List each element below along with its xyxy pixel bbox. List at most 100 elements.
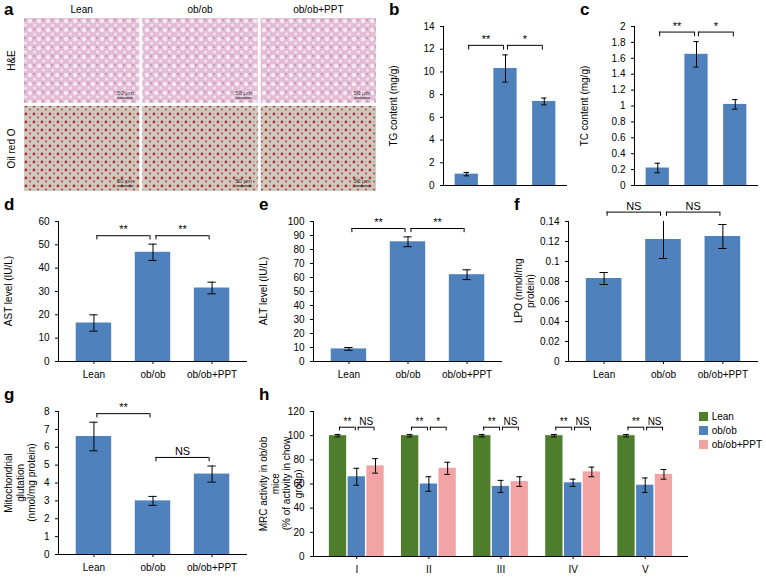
svg-text:0.04: 0.04 (540, 316, 560, 327)
svg-text:H&E: H&E (6, 50, 17, 71)
svg-text:6: 6 (429, 112, 435, 123)
svg-text:NS: NS (576, 416, 590, 427)
svg-text:70: 70 (293, 258, 305, 269)
svg-text:0: 0 (299, 356, 305, 367)
svg-text:1.4: 1.4 (612, 68, 626, 79)
svg-text:50 μm: 50 μm (235, 90, 252, 96)
svg-text:60: 60 (293, 272, 305, 283)
svg-text:12: 12 (423, 43, 435, 54)
svg-text:0: 0 (620, 180, 626, 191)
svg-text:**: ** (433, 216, 442, 228)
svg-text:2: 2 (429, 157, 435, 168)
svg-text:**: ** (673, 20, 682, 32)
svg-text:**: ** (178, 223, 187, 235)
svg-text:**: ** (119, 223, 128, 235)
svg-text:0: 0 (44, 356, 50, 367)
svg-text:60: 60 (38, 216, 50, 227)
svg-text:0: 0 (429, 180, 435, 191)
svg-text:100: 100 (288, 216, 305, 227)
svg-text:**: ** (343, 416, 351, 427)
svg-text:Oil red O: Oil red O (6, 128, 17, 168)
svg-text:**: ** (560, 416, 568, 427)
svg-text:0.6: 0.6 (612, 132, 626, 143)
svg-text:**: ** (416, 416, 424, 427)
svg-text:0.2: 0.2 (612, 164, 626, 175)
svg-text:50 μm: 50 μm (354, 90, 371, 96)
svg-text:0.4: 0.4 (612, 148, 626, 159)
svg-text:50 μm: 50 μm (354, 178, 371, 184)
svg-text:NS: NS (175, 445, 190, 457)
svg-text:1: 1 (620, 100, 626, 111)
svg-text:2: 2 (620, 21, 626, 32)
svg-text:20: 20 (293, 527, 305, 538)
svg-text:10: 10 (423, 66, 435, 77)
svg-text:10: 10 (293, 342, 305, 353)
svg-text:30: 30 (293, 314, 305, 325)
svg-text:6: 6 (44, 441, 50, 452)
svg-text:0.14: 0.14 (540, 216, 560, 227)
svg-text:ob/ob: ob/ob (187, 4, 212, 15)
svg-text:40: 40 (293, 502, 305, 513)
svg-text:**: ** (632, 416, 640, 427)
svg-text:NS: NS (503, 416, 517, 427)
svg-text:ob/ob+PPT: ob/ob+PPT (187, 562, 237, 573)
svg-text:1.6: 1.6 (612, 53, 626, 64)
svg-text:**: ** (119, 401, 128, 413)
svg-text:ob/ob+PPT: ob/ob+PPT (187, 369, 237, 380)
svg-text:Lean: Lean (71, 4, 93, 15)
svg-text:2: 2 (44, 513, 50, 524)
svg-text:10: 10 (38, 332, 50, 343)
svg-text:Lean: Lean (83, 562, 105, 573)
svg-text:**: ** (488, 416, 496, 427)
svg-text:120: 120 (288, 406, 305, 417)
svg-text:14: 14 (423, 21, 435, 32)
svg-text:40: 40 (293, 300, 305, 311)
svg-text:Lean: Lean (593, 369, 615, 380)
svg-text:NS: NS (626, 200, 641, 212)
svg-text:*: * (523, 33, 528, 45)
svg-text:5: 5 (44, 459, 50, 470)
svg-text:1.2: 1.2 (612, 84, 626, 95)
svg-text:ob/ob+PPT: ob/ob+PPT (698, 369, 748, 380)
svg-text:50 μm: 50 μm (117, 178, 134, 184)
svg-text:20: 20 (293, 328, 305, 339)
svg-text:ob/ob: ob/ob (140, 562, 165, 573)
svg-text:*: * (436, 416, 440, 427)
svg-text:0.8: 0.8 (612, 116, 626, 127)
svg-text:8: 8 (44, 406, 50, 417)
svg-text:0: 0 (299, 551, 305, 562)
svg-text:*: * (714, 20, 719, 32)
svg-text:I: I (355, 564, 358, 575)
svg-text:80: 80 (293, 244, 305, 255)
svg-text:1.8: 1.8 (612, 37, 626, 48)
svg-text:NS: NS (359, 416, 373, 427)
svg-text:Lean: Lean (338, 369, 360, 380)
svg-text:0.12: 0.12 (540, 236, 560, 247)
svg-text:ob/ob: ob/ob (395, 369, 420, 380)
svg-text:V: V (642, 564, 649, 575)
svg-text:7: 7 (44, 424, 50, 435)
svg-text:ob/ob: ob/ob (651, 369, 676, 380)
svg-text:50 μm: 50 μm (235, 178, 252, 184)
svg-text:40: 40 (38, 262, 50, 273)
svg-text:NS: NS (686, 200, 701, 212)
svg-text:50: 50 (38, 239, 50, 250)
svg-text:IV: IV (568, 564, 578, 575)
svg-text:III: III (497, 564, 505, 575)
svg-text:0.1: 0.1 (546, 256, 560, 267)
svg-text:1: 1 (44, 531, 50, 542)
svg-text:ob/ob+PPT: ob/ob+PPT (293, 4, 343, 15)
svg-text:ob/ob: ob/ob (140, 369, 165, 380)
svg-text:8: 8 (429, 89, 435, 100)
svg-text:50 μm: 50 μm (117, 90, 134, 96)
svg-text:**: ** (374, 216, 383, 228)
svg-text:90: 90 (293, 230, 305, 241)
svg-text:ob/ob+PPT: ob/ob+PPT (442, 369, 492, 380)
svg-text:0: 0 (554, 356, 560, 367)
svg-text:NS: NS (648, 416, 662, 427)
svg-text:0: 0 (44, 549, 50, 560)
svg-text:0.02: 0.02 (540, 336, 560, 347)
svg-text:20: 20 (38, 309, 50, 320)
svg-text:3: 3 (44, 495, 50, 506)
svg-text:0.06: 0.06 (540, 296, 560, 307)
